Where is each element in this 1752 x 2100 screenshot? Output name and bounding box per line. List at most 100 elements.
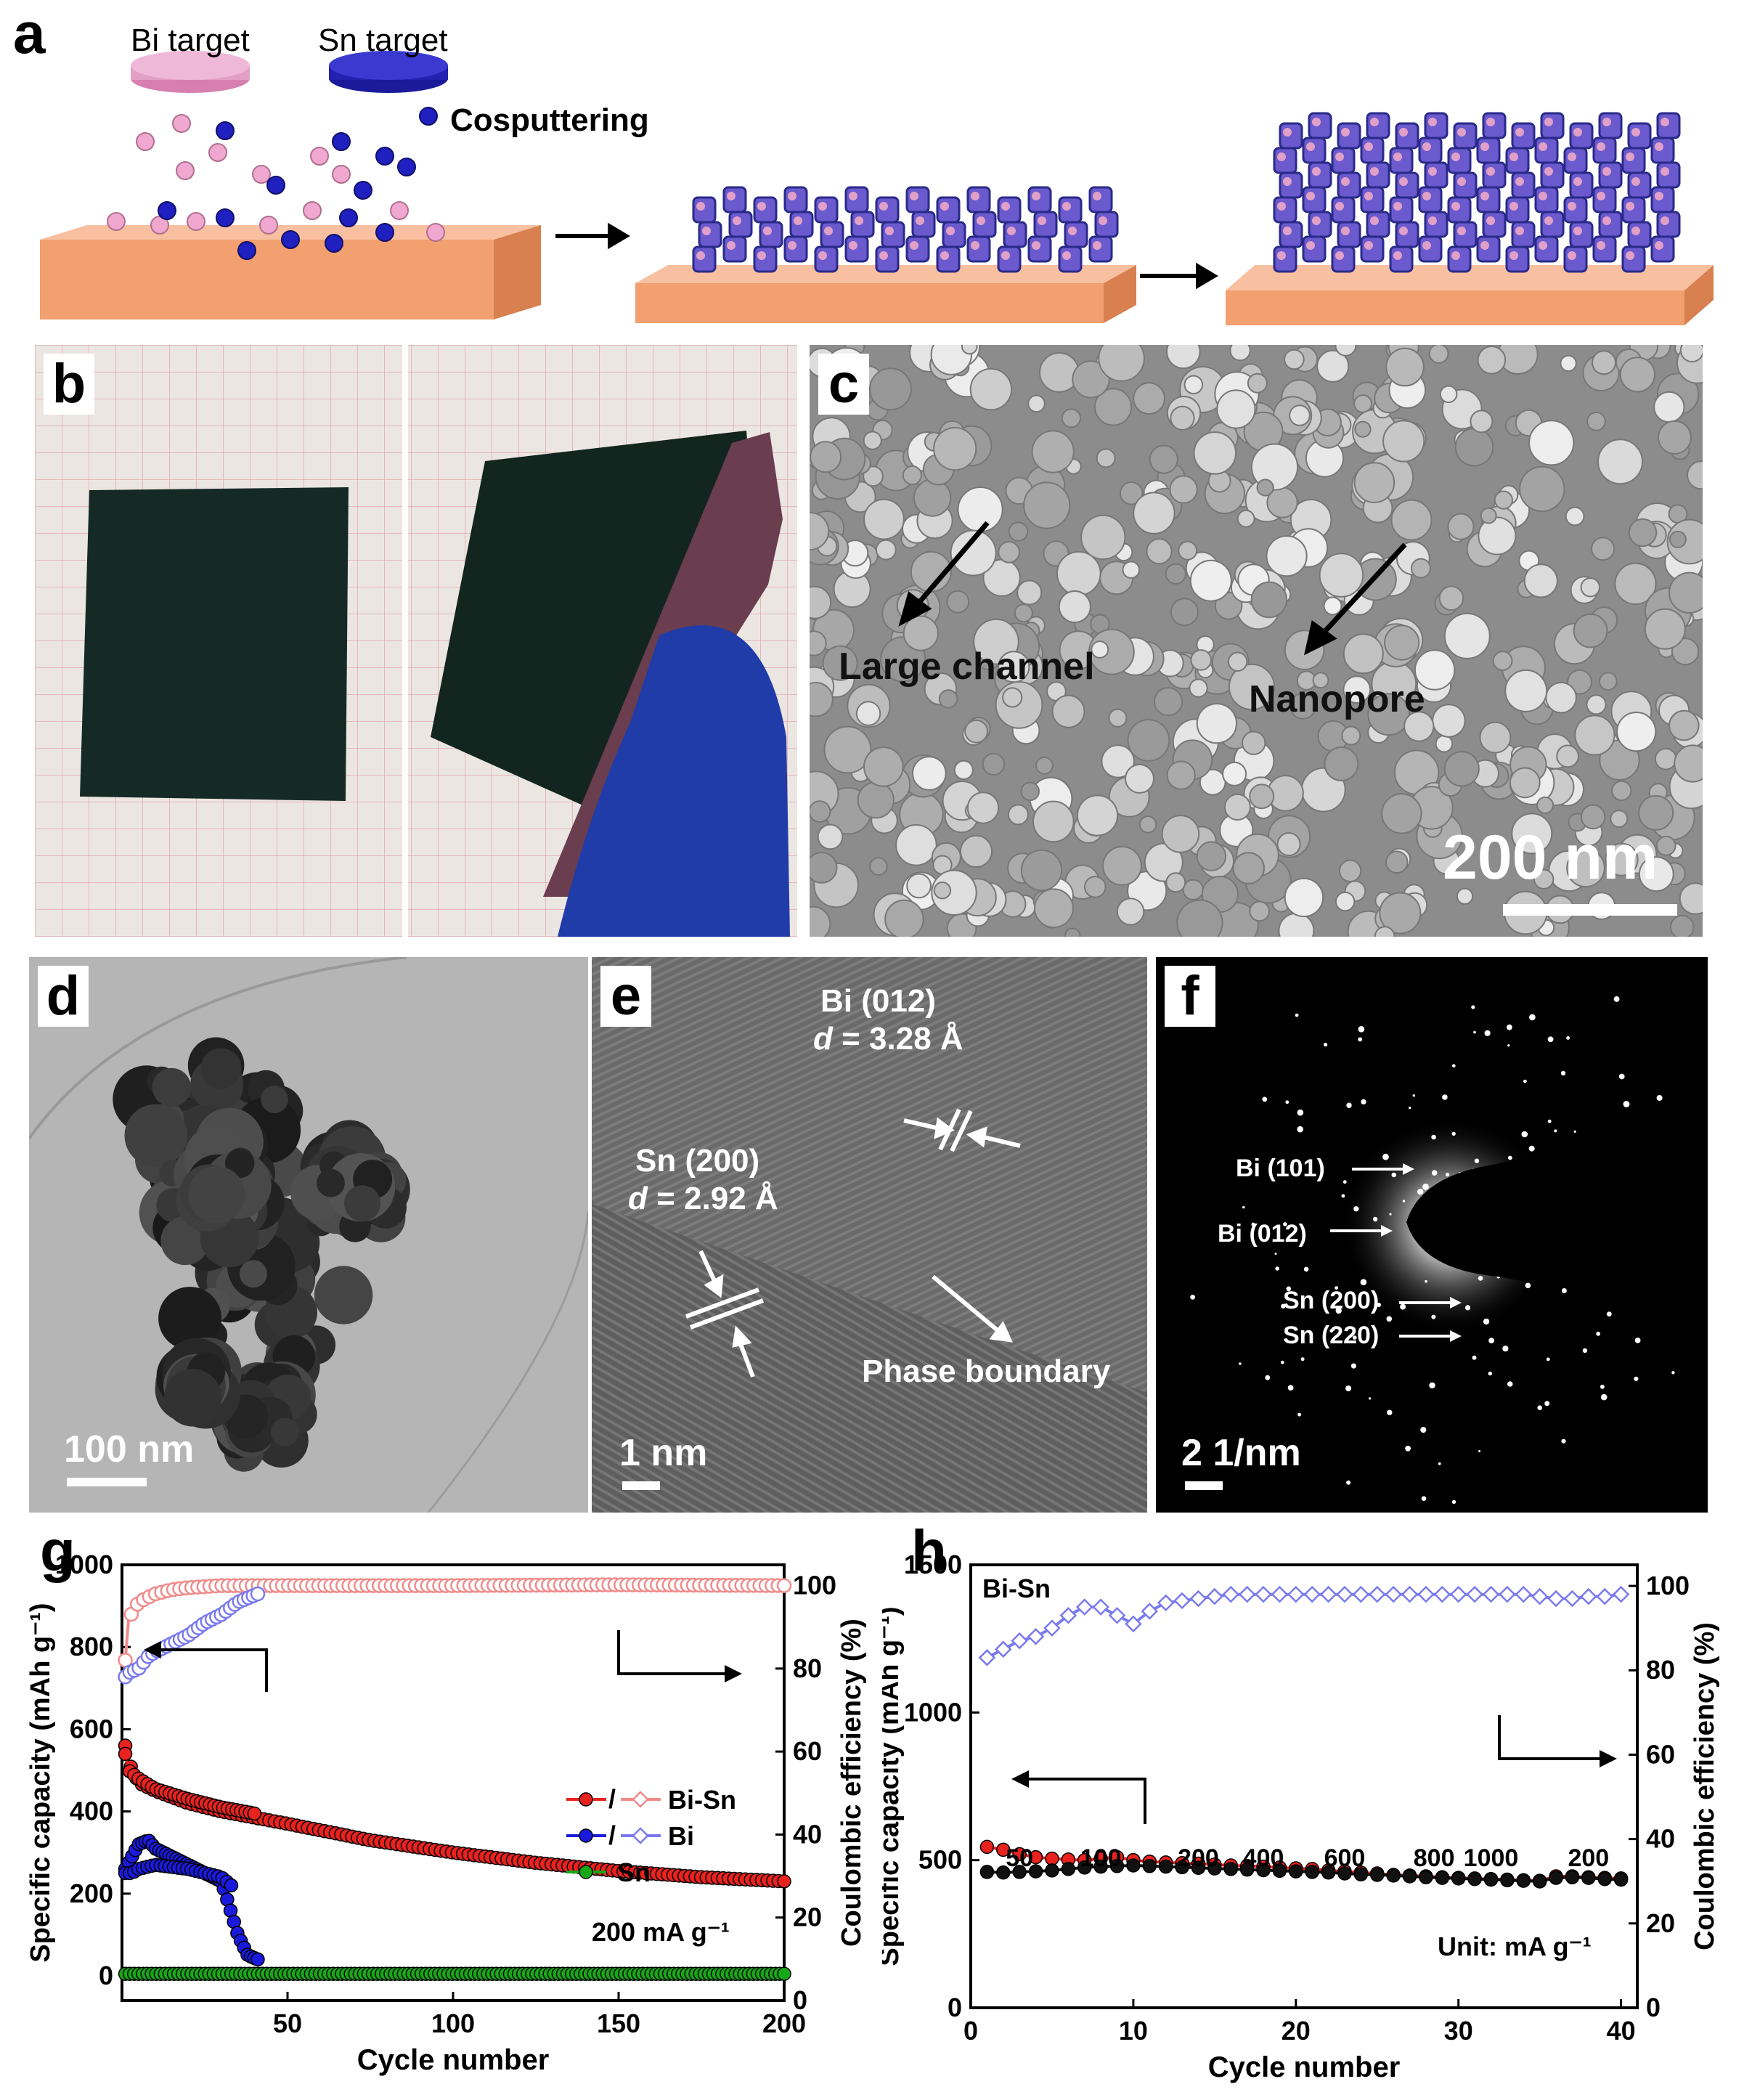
diffraction-spot: [1297, 1109, 1304, 1116]
nanocluster: [1453, 221, 1478, 248]
diffraction-spot: [1421, 1496, 1427, 1501]
unit-label: Unit: mA g⁻¹: [1438, 1932, 1592, 1961]
rate-label: 600: [1324, 1844, 1366, 1872]
sem-grain: [1232, 852, 1266, 884]
sem-grain: [1094, 388, 1133, 426]
sem-grain: [913, 479, 952, 517]
diffraction-spot: [1346, 1480, 1351, 1485]
data-point: [1043, 1619, 1061, 1637]
rate-label: 200: [1178, 1844, 1219, 1872]
sem-grain: [1353, 462, 1396, 503]
sem-grain: [1560, 354, 1577, 373]
diffraction-spot: [1285, 1100, 1289, 1104]
sn-particle: [281, 230, 300, 249]
sem-grain: [1214, 592, 1243, 620]
diffraction-spot: [1431, 1170, 1438, 1176]
diffraction-spot: [1613, 996, 1620, 1002]
sem-grain: [1565, 506, 1585, 526]
diffraction-spot: [1287, 1385, 1294, 1391]
nanocluster: [1447, 196, 1472, 224]
rate-label: 200: [1568, 1844, 1609, 1872]
data-point: [1012, 1865, 1027, 1879]
bi-domain: [1626, 251, 1634, 260]
diffraction-spot: [1382, 1153, 1389, 1160]
bi-target-label: Bi target: [131, 23, 250, 58]
bi-domain: [1001, 202, 1010, 211]
bi-domain: [1457, 128, 1466, 137]
sem-grain: [1428, 345, 1449, 364]
diffraction-spot: [1634, 1376, 1639, 1381]
sem-grain: [1249, 784, 1275, 810]
data-point: [1336, 1585, 1353, 1603]
sn-d-value: = 2.92 Å: [648, 1181, 778, 1216]
diffraction-spot: [1303, 1266, 1309, 1272]
nanocluster: [1027, 235, 1052, 263]
panel-a-label: a: [13, 1, 46, 65]
y2-axis-label: Coulombic efficiency (%): [1690, 1622, 1720, 1950]
sem-grain: [933, 427, 977, 471]
sem-grain: [906, 873, 932, 899]
bi-domain: [1573, 128, 1582, 137]
nanocluster: [1337, 171, 1361, 199]
sem-grain: [911, 756, 947, 791]
bi-domain: [1428, 167, 1437, 176]
sem-grain: [1196, 841, 1227, 871]
bi-domain: [1597, 241, 1605, 250]
bi-domain: [940, 202, 949, 211]
x-tick-label: 50: [273, 2009, 302, 2038]
nanocluster: [1279, 122, 1303, 150]
nanocluster: [1592, 137, 1617, 164]
sem-grain: [1644, 608, 1686, 650]
data-point: [1433, 1585, 1451, 1603]
diffraction-spot: [1300, 1357, 1305, 1362]
bi-domain: [1007, 227, 1016, 235]
data-point: [1173, 1592, 1191, 1610]
diffraction-spot: [1521, 1131, 1528, 1138]
sn-d-symbol: d: [628, 1181, 648, 1216]
sem-grain: [1341, 725, 1361, 746]
diffraction-spot: [1412, 1094, 1415, 1097]
diffraction-spot: [1386, 1316, 1393, 1322]
nanocluster: [1331, 245, 1356, 273]
data-point: [1499, 1585, 1516, 1603]
sem-grain: [1034, 888, 1074, 929]
tem-scale-label: 100 nm: [64, 1428, 194, 1470]
bi-domain: [1370, 216, 1379, 225]
diffraction-spot: [1353, 1335, 1357, 1340]
data-point: [1207, 1861, 1222, 1876]
diffraction-spot: [1656, 1095, 1663, 1101]
bi-domain: [818, 251, 827, 260]
sem-grain: [1443, 751, 1480, 787]
sem-grain: [998, 651, 1030, 683]
sem-grain: [1478, 516, 1517, 555]
sem-grain: [1523, 563, 1558, 598]
data-point: [1352, 1585, 1370, 1603]
hrtem-image: Bi (012) d = 3.28 Å Sn (200) d = 2.92 Å …: [592, 957, 1147, 1513]
diffraction-spot: [1350, 1363, 1356, 1369]
sem-grain: [1133, 492, 1176, 534]
nanocluster: [1389, 245, 1414, 273]
nanocluster: [1511, 221, 1536, 248]
bi-domain: [1364, 241, 1373, 250]
sem-grain: [1533, 868, 1555, 890]
nanocluster: [1395, 221, 1419, 248]
diffraction-spot: [1372, 1216, 1378, 1222]
sem-grain: [1509, 767, 1541, 799]
sem-grain: [863, 465, 884, 487]
data-point: [1532, 1874, 1547, 1889]
rate-label: 100: [1080, 1844, 1122, 1872]
y2-tick-label: 100: [793, 1571, 836, 1600]
diffraction-spot: [1502, 1346, 1509, 1352]
legend-marker: [579, 1865, 593, 1879]
bi-domain: [1399, 128, 1408, 137]
sem-grain: [1035, 757, 1054, 775]
bi-domain: [1544, 216, 1553, 225]
sem-grain: [1669, 571, 1703, 614]
sn-particle: [375, 147, 394, 166]
panel-g-label: g: [40, 1525, 76, 1583]
bi-domain: [788, 192, 796, 200]
bi-domain: [1544, 118, 1553, 126]
diffraction-spot: [1451, 1131, 1456, 1136]
sn-particle: [325, 234, 343, 253]
y-tick-label: 1500: [904, 1550, 962, 1579]
